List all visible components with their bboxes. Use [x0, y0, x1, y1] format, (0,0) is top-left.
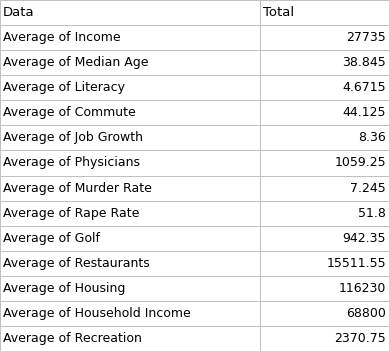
- Bar: [0, 176, 260, 200]
- Bar: [260, 151, 389, 176]
- Bar: [0, 75, 260, 100]
- Bar: [260, 200, 389, 226]
- Bar: [0, 276, 260, 301]
- Bar: [0, 50, 260, 75]
- Bar: [260, 226, 389, 251]
- Text: Average of Recreation: Average of Recreation: [3, 332, 142, 345]
- Text: Average of Restaurants: Average of Restaurants: [3, 257, 150, 270]
- Text: 7.245: 7.245: [350, 181, 386, 194]
- Text: Average of Median Age: Average of Median Age: [3, 56, 149, 69]
- Text: Average of Commute: Average of Commute: [3, 106, 136, 119]
- Text: 116230: 116230: [338, 282, 386, 295]
- Text: Average of Housing: Average of Housing: [3, 282, 126, 295]
- Text: 942.35: 942.35: [342, 232, 386, 245]
- Text: Average of Physicians: Average of Physicians: [3, 157, 140, 170]
- Text: Average of Rape Rate: Average of Rape Rate: [3, 207, 140, 220]
- Bar: [0, 251, 260, 276]
- Text: Average of Household Income: Average of Household Income: [3, 307, 191, 320]
- Text: 27735: 27735: [346, 31, 386, 44]
- Bar: [0, 226, 260, 251]
- Bar: [260, 301, 389, 326]
- Text: 4.6715: 4.6715: [342, 81, 386, 94]
- Text: Average of Literacy: Average of Literacy: [3, 81, 125, 94]
- Bar: [260, 276, 389, 301]
- Bar: [260, 326, 389, 351]
- Text: Average of Job Growth: Average of Job Growth: [3, 131, 143, 144]
- Text: 44.125: 44.125: [342, 106, 386, 119]
- Bar: [0, 151, 260, 176]
- Text: Average of Golf: Average of Golf: [3, 232, 100, 245]
- Bar: [260, 251, 389, 276]
- Bar: [0, 25, 260, 50]
- Text: 68800: 68800: [346, 307, 386, 320]
- Bar: [0, 200, 260, 226]
- Bar: [260, 176, 389, 200]
- Text: 38.845: 38.845: [342, 56, 386, 69]
- Bar: [260, 0, 389, 25]
- Text: Average of Murder Rate: Average of Murder Rate: [3, 181, 152, 194]
- Bar: [260, 25, 389, 50]
- Text: 1059.25: 1059.25: [334, 157, 386, 170]
- Bar: [0, 0, 260, 25]
- Text: Data: Data: [3, 6, 35, 19]
- Bar: [0, 326, 260, 351]
- Bar: [260, 125, 389, 151]
- Bar: [0, 125, 260, 151]
- Bar: [260, 75, 389, 100]
- Bar: [260, 100, 389, 125]
- Bar: [0, 100, 260, 125]
- Bar: [260, 50, 389, 75]
- Text: Total: Total: [263, 6, 294, 19]
- Text: 51.8: 51.8: [358, 207, 386, 220]
- Bar: [0, 301, 260, 326]
- Text: 8.36: 8.36: [358, 131, 386, 144]
- Text: 2370.75: 2370.75: [334, 332, 386, 345]
- Text: Average of Income: Average of Income: [3, 31, 121, 44]
- Text: 15511.55: 15511.55: [326, 257, 386, 270]
